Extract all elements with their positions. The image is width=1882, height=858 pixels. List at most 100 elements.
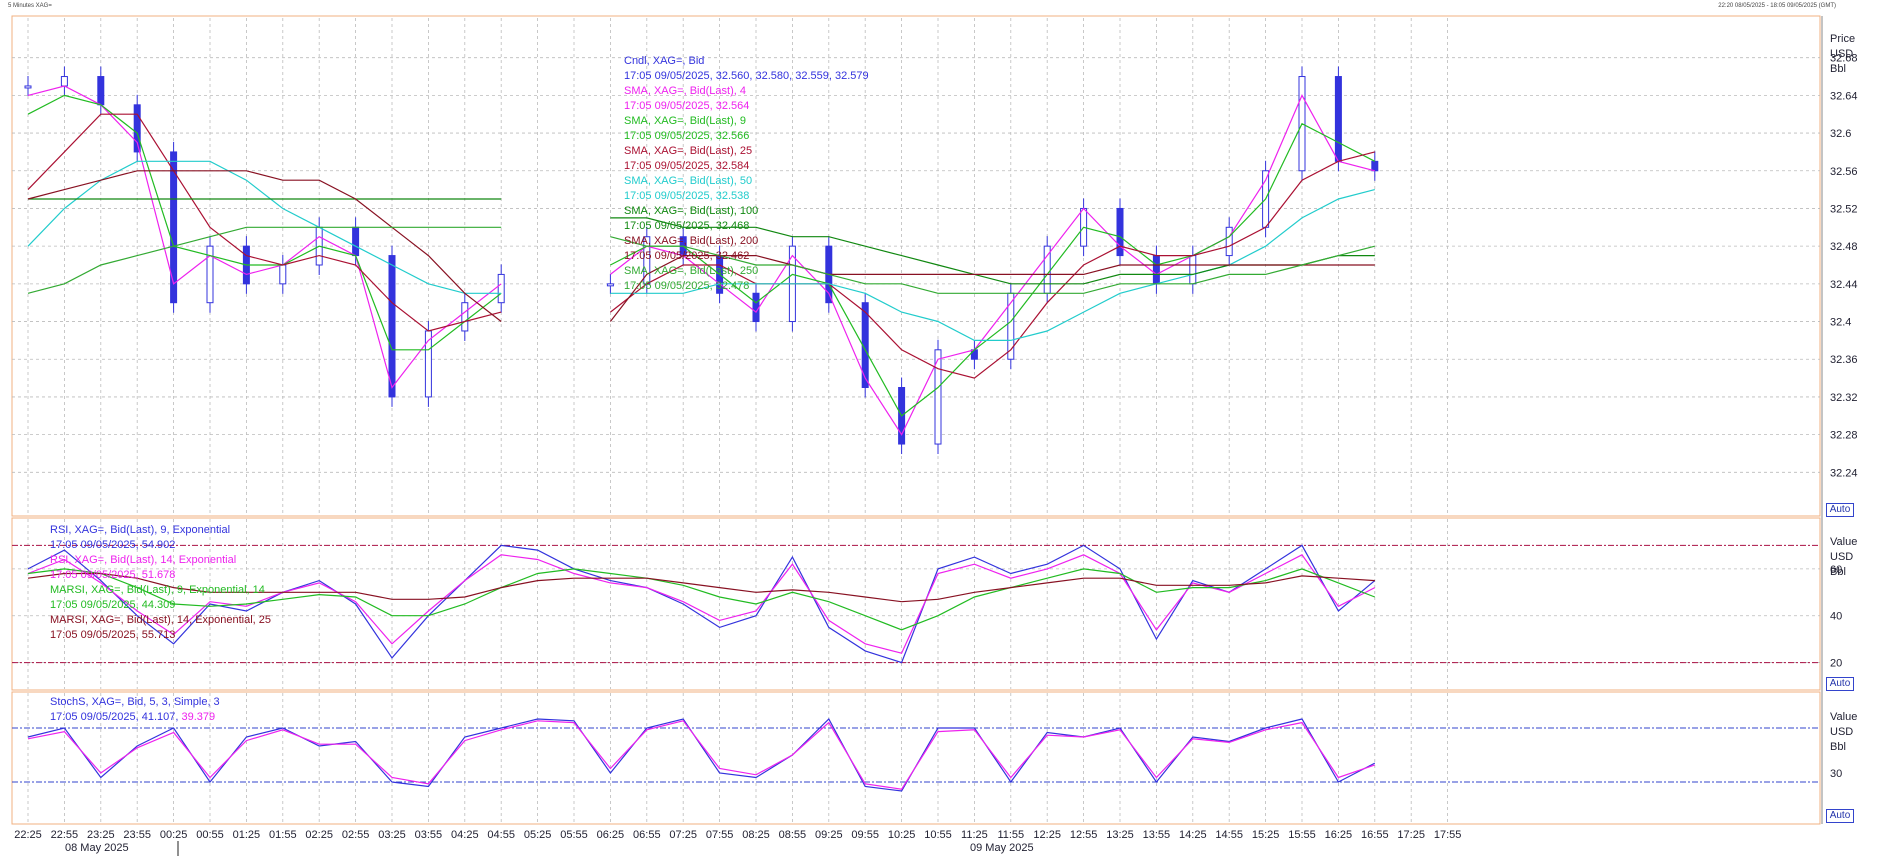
price-tick-label: 32.44 xyxy=(1830,279,1858,291)
price-axis-header: USD xyxy=(1830,48,1853,60)
x-tick-label: 02:25 xyxy=(305,829,333,841)
rsi-line xyxy=(27,572,1375,603)
price-auto-button[interactable]: Auto xyxy=(1826,503,1854,517)
sma-line xyxy=(27,160,502,294)
stoch-legend-name: StochS, XAG=, Bid, 5, 3, Simple, 3 xyxy=(50,696,220,708)
stoch-marks xyxy=(27,718,1376,792)
legend-series-name: MARSI, XAG=, Bid(Last), 14, Exponential,… xyxy=(50,614,271,626)
rsi-tick-label: 20 xyxy=(1830,658,1842,670)
legend-series-value: 17:05 09/05/2025, 44.309 xyxy=(50,599,175,611)
x-tick-label: 06:55 xyxy=(633,829,661,841)
candle-body xyxy=(60,76,68,87)
sma-line xyxy=(27,170,502,322)
rsi-axis-header: Value xyxy=(1830,536,1857,548)
x-tick-label: 14:55 xyxy=(1215,829,1243,841)
legend-series-name: SMA, XAG=, Bid(Last), 25 xyxy=(624,145,752,157)
price-tick-label: 32.68 xyxy=(1830,53,1858,65)
price-tick-label: 32.64 xyxy=(1830,90,1858,102)
x-tick-label: 04:25 xyxy=(451,829,479,841)
price-tick-label: 32.28 xyxy=(1830,430,1858,442)
x-tick-label: 23:25 xyxy=(87,829,115,841)
candle-body xyxy=(1371,160,1379,172)
legend-series-value: 17:05 09/05/2025, 32.560, 32.580, 32.559… xyxy=(624,70,869,82)
window-title-bar: 5 Minutes XAG= 22:20 08/05/2025 - 18:05 … xyxy=(0,0,1882,14)
x-tick-label: 00:25 xyxy=(160,829,188,841)
candle-body xyxy=(24,85,32,89)
x-tick-label: 08:55 xyxy=(779,829,807,841)
x-tick-label: 03:25 xyxy=(378,829,406,841)
rsi-tick-label: 60 xyxy=(1830,564,1842,576)
sma-line xyxy=(610,189,1375,341)
candle-body xyxy=(206,245,214,304)
candle-body xyxy=(1189,255,1197,285)
x-tick-label: 17:25 xyxy=(1397,829,1425,841)
legend-series-name: SMA, XAG=, Bid(Last), 4 xyxy=(624,85,746,97)
x-tick-label: 08:25 xyxy=(742,829,770,841)
legend-series-value: 17:05 09/05/2025, 32.566 xyxy=(624,130,749,142)
x-tick-label: 11:55 xyxy=(997,829,1024,841)
candle-body xyxy=(133,104,141,153)
rsi-axis-header: USD xyxy=(1830,551,1853,563)
price-panel-frame xyxy=(11,15,1821,517)
x-tick-label: 06:25 xyxy=(597,829,625,841)
legend-series-name: SMA, XAG=, Bid(Last), 9 xyxy=(624,115,746,127)
x-tick-label: 12:55 xyxy=(1070,829,1098,841)
legend-series-name: SMA, XAG=, Bid(Last), 250 xyxy=(624,265,758,277)
candle-body xyxy=(170,151,178,304)
rsi-marks xyxy=(27,544,1376,664)
x-tick-label: 04:55 xyxy=(487,829,515,841)
legend-series-value: 17:05 09/05/2025, 32.584 xyxy=(624,160,749,172)
x-tick-label: 13:25 xyxy=(1106,829,1134,841)
rsi-line xyxy=(27,544,1376,664)
candle-body xyxy=(388,255,396,398)
stoch-line xyxy=(27,720,1375,790)
window-title: 5 Minutes XAG= xyxy=(8,3,52,9)
x-tick-label: 11:25 xyxy=(961,829,988,841)
x-tick-label: 13:55 xyxy=(1143,829,1171,841)
rsi-tick-label: 40 xyxy=(1830,611,1842,623)
x-tick-label: 05:25 xyxy=(524,829,552,841)
rsi-auto-button[interactable]: Auto xyxy=(1826,677,1854,691)
legend-series-value: 17:05 09/05/2025, 32.478 xyxy=(624,280,749,292)
x-tick-label: 15:55 xyxy=(1288,829,1316,841)
x-tick-label: 02:55 xyxy=(342,829,370,841)
stoch-auto-button[interactable]: Auto xyxy=(1826,809,1854,823)
legends: Cndl, XAG=, Bid 17:05 09/05/2025, 32.560,… xyxy=(50,55,869,723)
grid xyxy=(12,18,1820,823)
x-tick-label: 07:25 xyxy=(669,829,697,841)
x-tick-label: 23:55 xyxy=(123,829,151,841)
price-marks xyxy=(24,66,1379,455)
rsi-line xyxy=(27,568,1376,631)
sma-line xyxy=(610,151,1375,379)
price-tick-label: 32.24 xyxy=(1830,467,1858,479)
stoch-tick-label: 30 xyxy=(1830,768,1842,780)
rsi-panel-frame xyxy=(11,517,1821,691)
candle-body xyxy=(606,283,614,287)
legend-series-name: Cndl, XAG=, Bid xyxy=(624,55,704,67)
price-tick-label: 32.56 xyxy=(1830,166,1858,178)
x-tick-label: 10:25 xyxy=(888,829,916,841)
x-tick-label: 12:25 xyxy=(1033,829,1061,841)
sma-line xyxy=(27,94,502,351)
sma-line xyxy=(27,85,502,389)
candle-body xyxy=(461,302,469,332)
candle-body xyxy=(497,273,505,304)
candle-body xyxy=(1152,255,1160,285)
legend-series-value: 17:05 09/05/2025, 32.462 xyxy=(624,250,749,262)
x-tick-label: 07:55 xyxy=(706,829,734,841)
x-tick-label: 09:55 xyxy=(851,829,879,841)
date-label: 08 May 2025 xyxy=(65,842,129,854)
candle-body xyxy=(934,349,942,445)
window-time-range: 22:20 08/05/2025 - 18:05 09/05/2025 (GMT… xyxy=(1718,3,1836,9)
price-tick-label: 32.48 xyxy=(1830,241,1858,253)
candle-body xyxy=(97,76,105,106)
legend-series-value: 17:05 09/05/2025, 54.902 xyxy=(50,539,175,551)
sma-line xyxy=(610,122,1376,417)
stoch-line xyxy=(27,718,1376,792)
stoch-legend-d-value: 39.379 xyxy=(182,711,216,723)
legend-series-name: SMA, XAG=, Bid(Last), 100 xyxy=(624,205,758,217)
price-tick-label: 32.4 xyxy=(1830,317,1851,329)
candle-body xyxy=(1334,76,1342,162)
price-tick-label: 32.52 xyxy=(1830,203,1858,215)
